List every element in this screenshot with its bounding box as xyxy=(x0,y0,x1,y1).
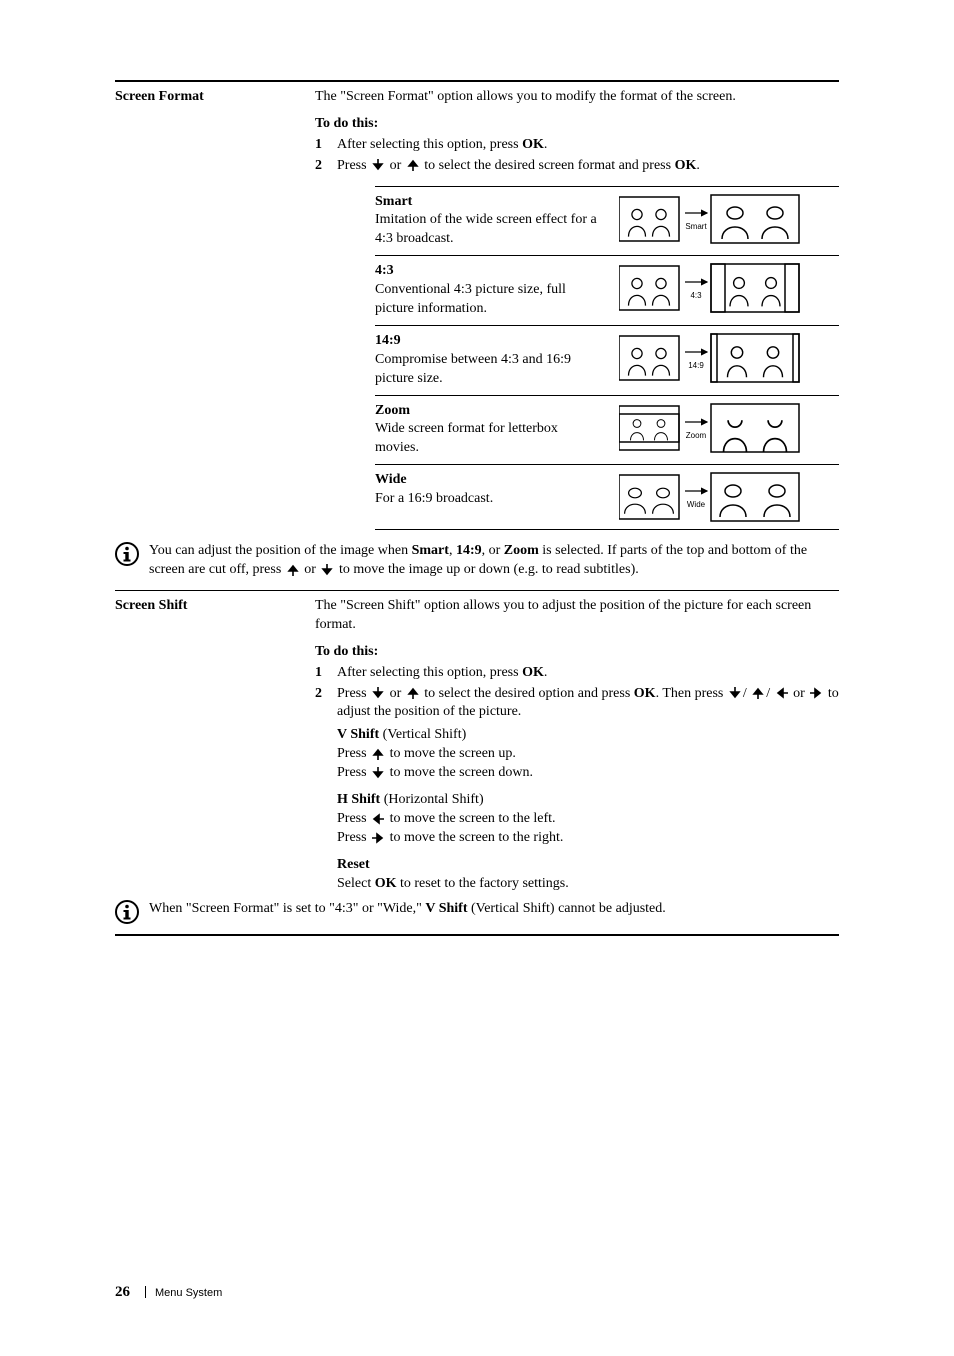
ss-step-1: 1 After selecting this option, press OK. xyxy=(315,664,839,683)
format-text: Wide For a 16:9 broadcast. xyxy=(375,471,607,509)
footer-separator xyxy=(145,1286,146,1298)
screen-format-todo: To do this: xyxy=(315,115,839,134)
ss-step-2: 2 Press or to select the desired option … xyxy=(315,685,839,723)
format-diagram-smart: Smart xyxy=(619,193,839,245)
arrow-down-icon xyxy=(729,687,741,699)
arrow-up-icon xyxy=(407,159,419,171)
format-graphic: Wide xyxy=(619,471,839,523)
svg-text:Zoom: Zoom xyxy=(686,431,707,440)
hshift-block: H Shift (Horizontal Shift) Press to move… xyxy=(315,791,839,848)
format-row-four_three: 4:3 Conventional 4:3 picture size, full … xyxy=(375,255,839,325)
arrow-right-icon xyxy=(810,687,822,699)
reset-block: Reset Select OK to reset to the factory … xyxy=(315,856,839,894)
arrow-up-icon xyxy=(407,687,419,699)
arrow-down-icon xyxy=(372,687,384,699)
format-graphic: 14:9 xyxy=(619,332,839,384)
format-row-wide: Wide For a 16:9 broadcast. Wide xyxy=(375,464,839,530)
format-title: Smart xyxy=(375,193,601,212)
step-number: 1 xyxy=(315,136,337,155)
format-title: 14:9 xyxy=(375,332,601,351)
format-diagram-four_three: 4:3 xyxy=(619,262,839,314)
svg-text:Wide: Wide xyxy=(687,500,706,509)
footer-section: Menu System xyxy=(155,1287,222,1299)
vshift-block: V Shift (Vertical Shift) Press to move t… xyxy=(315,726,839,783)
format-desc: For a 16:9 broadcast. xyxy=(375,490,601,509)
arrow-up-icon xyxy=(752,687,764,699)
step-number: 2 xyxy=(315,157,337,176)
svg-text:14:9: 14:9 xyxy=(688,361,704,370)
arrow-up-icon xyxy=(287,564,299,576)
formats-table: Smart Imitation of the wide screen effec… xyxy=(315,186,839,531)
format-desc: Wide screen format for letterbox movies. xyxy=(375,420,601,458)
screen-shift-section: Screen Shift The "Screen Shift" option a… xyxy=(115,597,839,893)
note-text: You can adjust the position of the image… xyxy=(149,542,839,580)
screen-format-label: Screen Format xyxy=(115,88,315,530)
step-text: Press or to select the desired option an… xyxy=(337,685,839,723)
format-desc: Conventional 4:3 picture size, full pict… xyxy=(375,281,601,319)
format-text: Smart Imitation of the wide screen effec… xyxy=(375,193,607,250)
format-text: 14:9 Compromise between 4:3 and 16:9 pic… xyxy=(375,332,607,389)
screen-shift-content: The "Screen Shift" option allows you to … xyxy=(315,597,839,893)
page-number: 26 xyxy=(115,1284,130,1300)
format-row-smart: Smart Imitation of the wide screen effec… xyxy=(375,186,839,256)
format-title: Wide xyxy=(375,471,601,490)
format-text: 4:3 Conventional 4:3 picture size, full … xyxy=(375,262,607,319)
arrow-left-icon xyxy=(776,687,788,699)
info-icon xyxy=(115,900,139,924)
page-footer: 26 Menu System xyxy=(115,1282,222,1302)
step-number: 2 xyxy=(315,685,337,723)
arrow-down-icon xyxy=(372,159,384,171)
note-adjust-position: You can adjust the position of the image… xyxy=(115,542,839,580)
screen-shift-intro: The "Screen Shift" option allows you to … xyxy=(315,597,839,635)
format-text: Zoom Wide screen format for letterbox mo… xyxy=(375,402,607,459)
step-text: Press or to select the desired screen fo… xyxy=(337,157,839,176)
arrow-right-icon xyxy=(372,832,384,844)
info-icon xyxy=(115,542,139,566)
bottom-rule xyxy=(115,934,839,936)
format-title: 4:3 xyxy=(375,262,601,281)
divider xyxy=(115,590,839,591)
note-vshift-restriction: When "Screen Format" is set to "4:3" or … xyxy=(115,900,839,924)
screen-format-steps: 1 After selecting this option, press OK.… xyxy=(315,136,839,176)
format-diagram-wide: Wide xyxy=(619,471,839,523)
arrow-up-icon xyxy=(372,748,384,760)
step-text: After selecting this option, press OK. xyxy=(337,664,839,683)
screen-shift-steps: 1 After selecting this option, press OK.… xyxy=(315,664,839,723)
arrow-left-icon xyxy=(372,813,384,825)
step-number: 1 xyxy=(315,664,337,683)
svg-text:Smart: Smart xyxy=(685,222,707,231)
format-diagram-zoom: Zoom xyxy=(619,402,839,454)
arrow-down-icon xyxy=(321,564,333,576)
screen-format-content: The "Screen Format" option allows you to… xyxy=(315,88,839,530)
sf-step-2: 2 Press or to select the desired screen … xyxy=(315,157,839,176)
sf-step-1: 1 After selecting this option, press OK. xyxy=(315,136,839,155)
format-graphic: 4:3 xyxy=(619,262,839,314)
format-desc: Imitation of the wide screen effect for … xyxy=(375,211,601,249)
format-graphic: Zoom xyxy=(619,402,839,454)
format-title: Zoom xyxy=(375,402,601,421)
format-row-fourteen_nine: 14:9 Compromise between 4:3 and 16:9 pic… xyxy=(375,325,839,395)
screen-shift-todo: To do this: xyxy=(315,643,839,662)
arrow-down-icon xyxy=(372,767,384,779)
note-text: When "Screen Format" is set to "4:3" or … xyxy=(149,900,666,919)
screen-format-section: Screen Format The "Screen Format" option… xyxy=(115,88,839,530)
format-desc: Compromise between 4:3 and 16:9 picture … xyxy=(375,351,601,389)
format-row-zoom: Zoom Wide screen format for letterbox mo… xyxy=(375,395,839,465)
screen-format-intro: The "Screen Format" option allows you to… xyxy=(315,88,839,107)
format-graphic: Smart xyxy=(619,193,839,245)
screen-shift-label: Screen Shift xyxy=(115,597,315,893)
svg-text:4:3: 4:3 xyxy=(690,291,702,300)
format-diagram-fourteen_nine: 14:9 xyxy=(619,332,839,384)
step-text: After selecting this option, press OK. xyxy=(337,136,839,155)
top-rule xyxy=(115,80,839,82)
